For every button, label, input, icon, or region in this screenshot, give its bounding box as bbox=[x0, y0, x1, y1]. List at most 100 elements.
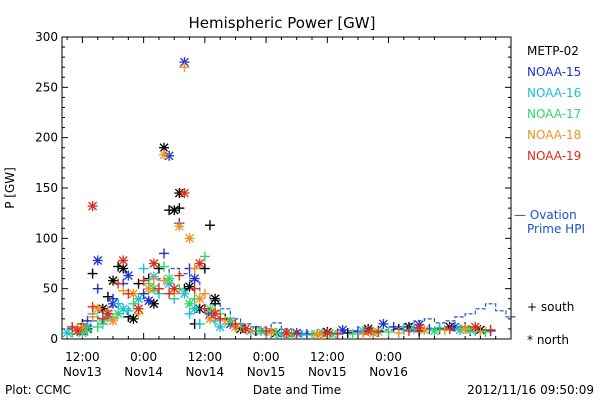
y-tick-label: 150 bbox=[35, 181, 58, 195]
marker-stroke bbox=[93, 304, 103, 314]
north-star-marker bbox=[460, 323, 471, 334]
south-plus-marker bbox=[67, 321, 78, 332]
y-tick-label: 50 bbox=[43, 282, 58, 296]
marker-stroke bbox=[256, 326, 266, 336]
marker-stroke bbox=[215, 322, 225, 332]
south-plus-marker bbox=[296, 329, 307, 340]
north-star-marker bbox=[184, 281, 195, 292]
south-plus-marker bbox=[189, 283, 200, 294]
marker-stroke bbox=[134, 304, 143, 314]
south-plus-marker bbox=[347, 328, 358, 339]
marker-stroke bbox=[179, 57, 189, 67]
legend-entry: NOAA-18 bbox=[527, 128, 581, 142]
x-tick-time-label: 0:00 bbox=[375, 350, 402, 364]
marker-stroke bbox=[195, 294, 205, 304]
x-tick-time-label: 12:00 bbox=[310, 350, 345, 364]
marker-stroke bbox=[128, 314, 138, 324]
south-plus-marker bbox=[301, 328, 312, 339]
south-plus-marker bbox=[388, 321, 399, 332]
south-plus-marker bbox=[138, 263, 149, 274]
north-star-marker bbox=[143, 283, 154, 294]
south-plus-marker bbox=[148, 273, 159, 284]
x-tick-time-label: 0:00 bbox=[253, 350, 280, 364]
x-tick-date-label: Nov14 bbox=[124, 365, 163, 379]
x-tick-date-label: Nov16 bbox=[369, 365, 408, 379]
marker-stroke bbox=[113, 309, 123, 319]
y-tick-label: 300 bbox=[35, 30, 58, 44]
north-star-marker bbox=[128, 288, 139, 299]
marker-stroke bbox=[108, 316, 118, 326]
marker-stroke bbox=[62, 328, 72, 338]
north-star-marker bbox=[194, 293, 205, 304]
marker-legend: + south * north bbox=[527, 300, 574, 347]
y-tick-label: 0 bbox=[50, 332, 58, 346]
south-plus-marker bbox=[153, 283, 164, 294]
south-plus-marker bbox=[87, 301, 98, 312]
south-plus-marker bbox=[92, 283, 103, 294]
north-star-marker bbox=[143, 295, 154, 306]
y-tick-label: 200 bbox=[35, 131, 58, 145]
marker-stroke bbox=[159, 150, 169, 160]
north-star-marker bbox=[312, 328, 323, 339]
north-star-marker bbox=[92, 303, 103, 314]
x-tick-date-label: Nov13 bbox=[63, 365, 102, 379]
north-star-marker bbox=[179, 288, 190, 299]
north-star-marker bbox=[210, 293, 221, 304]
marker-stroke bbox=[179, 289, 189, 299]
marker-stroke bbox=[149, 259, 159, 268]
marker-stroke bbox=[460, 324, 470, 334]
north-star-marker bbox=[363, 325, 374, 336]
south-plus-marker bbox=[220, 315, 231, 326]
south-plus-marker bbox=[138, 275, 149, 286]
south-plus-marker bbox=[358, 328, 369, 339]
south-plus-marker bbox=[480, 326, 491, 337]
south-plus-marker bbox=[87, 268, 98, 279]
south-plus-marker bbox=[204, 220, 215, 231]
north-star-marker bbox=[414, 322, 425, 333]
south-plus-marker bbox=[184, 308, 195, 319]
north-star-marker bbox=[113, 308, 124, 319]
south-plus-marker bbox=[398, 324, 409, 335]
marker-stroke bbox=[118, 256, 128, 265]
marker-stroke bbox=[123, 271, 133, 281]
north-star-marker bbox=[194, 258, 205, 269]
marker-stroke bbox=[134, 294, 143, 304]
marker-stroke bbox=[419, 325, 429, 335]
north-star-marker bbox=[77, 321, 88, 332]
north-star-marker bbox=[123, 270, 134, 281]
north-star-marker bbox=[322, 327, 333, 338]
legend: METP-02 NOAA-15 NOAA-16 NOAA-17 NOAA-18 NOAA-… bbox=[514, 44, 585, 236]
south-plus-marker bbox=[179, 62, 190, 73]
marker-legend-north: * north bbox=[527, 333, 569, 347]
north-star-marker bbox=[378, 318, 389, 329]
south-plus-marker bbox=[164, 288, 175, 299]
south-plus-marker bbox=[291, 328, 302, 339]
timestamp: 2012/11/16 09:50:09 bbox=[467, 383, 594, 397]
y-axis-label: P [GW] bbox=[3, 167, 17, 209]
y-tick-label: 100 bbox=[35, 231, 58, 245]
ovation-series bbox=[67, 267, 517, 334]
marker-stroke bbox=[144, 284, 154, 294]
x-tick-date-label: Nov15 bbox=[247, 365, 286, 379]
south-plus-marker bbox=[485, 324, 496, 335]
marker-stroke bbox=[169, 284, 179, 294]
marker-stroke bbox=[108, 299, 118, 309]
south-plus-marker bbox=[199, 263, 210, 274]
marker-stroke bbox=[470, 322, 480, 332]
south-plus-marker bbox=[113, 298, 124, 309]
south-plus-marker bbox=[444, 323, 455, 334]
marker-stroke bbox=[327, 329, 337, 339]
marker-stroke bbox=[190, 304, 200, 314]
marker-stroke bbox=[430, 326, 439, 336]
south-plus-marker bbox=[199, 288, 210, 299]
marker-stroke bbox=[414, 323, 424, 333]
north-star-marker bbox=[148, 258, 159, 269]
south-plus-marker bbox=[97, 313, 108, 324]
marker-stroke bbox=[128, 289, 138, 299]
marker-stroke bbox=[108, 276, 118, 286]
south-plus-marker bbox=[102, 291, 113, 302]
marker-stroke bbox=[77, 322, 87, 332]
north-star-marker bbox=[128, 313, 139, 324]
x-tick-time-label: 12:00 bbox=[188, 350, 223, 364]
x-tick-time-label: 0:00 bbox=[130, 350, 157, 364]
